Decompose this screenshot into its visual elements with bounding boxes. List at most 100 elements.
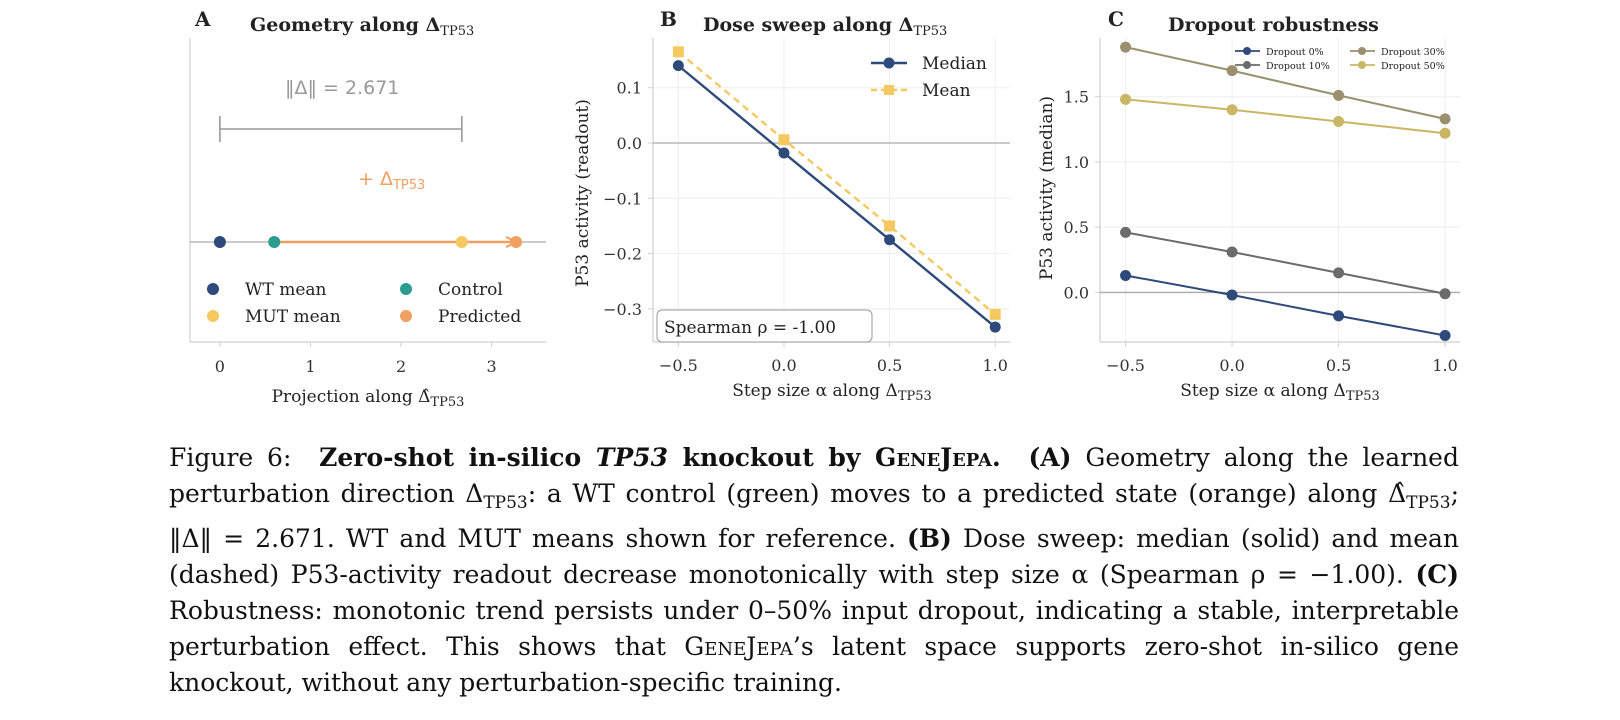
projection-plot [190, 236, 546, 248]
xtick-label: 1.0 [1432, 356, 1457, 375]
spearman-annotation: Spearman ρ = -1.00 [656, 309, 873, 343]
xtick-label: −0.5 [659, 356, 698, 375]
legend-marker-dropout-50 [1358, 61, 1366, 69]
caption-tag-c: (C) [1415, 560, 1459, 589]
dropout-robustness-plot: −0.5 0.0 0.5 1.0 0.0 0.5 1.0 1.5 [1064, 38, 1460, 375]
panel-b-title: Dose sweep along ΔTP53 [703, 14, 947, 39]
series-marker-dropout-30- [1333, 89, 1345, 101]
panel-a-xtick-label: 3 [487, 357, 497, 376]
series-line-mean [677, 50, 996, 316]
legend-wt-mean: WT mean [245, 280, 327, 300]
series-line-dropout-10- [1125, 231, 1446, 295]
ytick-label: 0.0 [617, 134, 642, 153]
panel-a-legend: WT mean Control MUT mean Predicted [207, 280, 521, 327]
panel-a-xticks: 0 1 2 3 [215, 342, 497, 376]
panel-a-title: Geometry along ΔTP53 [250, 14, 474, 39]
panel-b-legend: Median Mean [871, 54, 987, 101]
norm-label: ‖Δ‖ = 2.671 [285, 77, 399, 99]
series-marker-mean [778, 134, 790, 146]
caption-text-c: Robustness: monotonic trend persists und… [169, 596, 1459, 661]
spearman-box [656, 309, 873, 343]
series-marker-dropout-50- [1226, 104, 1238, 116]
panel-c-title: Dropout robustness [1168, 14, 1379, 36]
ytick-label: −0.1 [603, 189, 642, 208]
spearman-text: Spearman ρ = -1.00 [664, 318, 836, 338]
panel-b: B Dose sweep along ΔTP53 −0.5 0.0 0.5 1.0 0.… [573, 7, 1010, 404]
series-marker-dropout-0- [1226, 289, 1238, 301]
panel-c-xlabel: Step size α along ΔTP53 [1180, 381, 1380, 404]
series-marker-dropout-30- [1226, 65, 1238, 77]
panel-b-letter: B [660, 7, 677, 31]
ytick-label: 0.5 [1064, 218, 1089, 237]
legend-marker-dropout-30 [1358, 47, 1366, 55]
legend-marker-mean [884, 85, 894, 95]
caption-text-end: ’s latent space supports zero-shot in-si… [169, 632, 1459, 697]
legend-marker-median [883, 57, 895, 69]
xtick-label: 1.0 [982, 356, 1007, 375]
series-marker-dropout-30- [1439, 113, 1451, 125]
series-marker-median [989, 321, 1001, 333]
series-marker-mean [989, 308, 1001, 320]
series-marker-dropout-10- [1120, 226, 1132, 238]
panel-a: A Geometry along ΔTP53 ‖Δ‖ = 2.671 + ΔTP… [189, 7, 546, 410]
series-marker-dropout-30- [1120, 41, 1132, 53]
caption-title: Zero-shot in-silico TP53 knockout by Gen… [319, 443, 1001, 472]
series-marker-dropout-10- [1226, 246, 1238, 258]
legend-dropout-0: Dropout 0% [1266, 47, 1324, 58]
ytick-label: 0.0 [1064, 283, 1089, 302]
series-marker-dropout-10- [1439, 288, 1451, 300]
panel-a-xtick-label: 0 [215, 357, 225, 376]
legend-marker-dropout-10 [1243, 61, 1251, 69]
series-line-median [677, 64, 996, 329]
legend-mean: Mean [922, 81, 971, 101]
legend-marker-dropout-0 [1243, 47, 1251, 55]
ytick-label: 0.1 [617, 79, 642, 98]
panel-c-legend: Dropout 0% Dropout 10% Dropout 30% Dropo… [1235, 47, 1445, 72]
panel-c-letter: C [1108, 7, 1124, 31]
series-marker-dropout-0- [1439, 329, 1451, 341]
panel-a-xtick-label: 1 [305, 357, 315, 376]
caption-figure-number: Figure 6: [169, 443, 292, 472]
caption-tag-b: (B) [907, 524, 952, 553]
legend-median: Median [922, 54, 987, 74]
series-line-dropout-30- [1125, 46, 1446, 120]
legend-dropout-30: Dropout 30% [1381, 47, 1445, 58]
panel-b-xlabel: Step size α along ΔTP53 [732, 381, 932, 404]
norm-bracket [219, 116, 463, 142]
series-marker-dropout-50- [1439, 127, 1451, 139]
legend-predicted: Predicted [438, 307, 521, 327]
figure-caption: Figure 6: Zero-shot in-silico TP53 knock… [169, 440, 1459, 701]
xtick-label: 0.5 [877, 356, 902, 375]
caption-text-a: Geometry along the learned perturbation … [169, 443, 1459, 553]
xtick-label: 0.0 [771, 356, 796, 375]
ytick-label: −0.2 [603, 245, 642, 264]
panel-c-ylabel: P53 activity (median) [1037, 96, 1057, 280]
xtick-label: 0.5 [1326, 356, 1351, 375]
legend-marker-control [400, 283, 412, 295]
panel-c: C Dropout robustness −0.5 0.0 0.5 1.0 0.0 0.5… [1037, 7, 1460, 404]
figure-svg: A Geometry along ΔTP53 ‖Δ‖ = 2.671 + ΔTP… [189, 7, 1460, 410]
point-wt-mean [213, 236, 226, 248]
xtick-label: −0.5 [1106, 356, 1145, 375]
caption-text-b: Dose sweep: median (solid) and mean (das… [169, 524, 1459, 589]
caption-model-name: GeneJepa [684, 632, 793, 661]
caption-tag-a: (A) [1028, 443, 1072, 472]
panel-a-letter: A [194, 7, 211, 31]
series-marker-mean [672, 46, 684, 58]
panel-a-xtick-label: 2 [396, 357, 406, 376]
ytick-label: 1.0 [1064, 153, 1089, 172]
series-marker-dropout-0- [1333, 310, 1345, 322]
legend-control: Control [438, 280, 503, 300]
legend-dropout-10: Dropout 10% [1266, 61, 1330, 72]
caption-paragraph: Figure 6: Zero-shot in-silico TP53 knock… [169, 440, 1459, 701]
legend-marker-predicted [400, 310, 412, 322]
series-marker-dropout-0- [1120, 269, 1132, 281]
series-marker-dropout-10- [1333, 267, 1345, 279]
series-marker-dropout-50- [1120, 93, 1132, 105]
series-line-dropout-0- [1125, 274, 1446, 337]
series-line-dropout-50- [1125, 98, 1446, 135]
figure-panels: A Geometry along ΔTP53 ‖Δ‖ = 2.671 + ΔTP… [189, 7, 1460, 410]
legend-mut-mean: MUT mean [245, 307, 341, 327]
xtick-label: 0.0 [1219, 356, 1244, 375]
dose-sweep-plot: −0.5 0.0 0.5 1.0 0.1 0.0 −0.1 −0.2 −0.3 [603, 38, 1010, 375]
